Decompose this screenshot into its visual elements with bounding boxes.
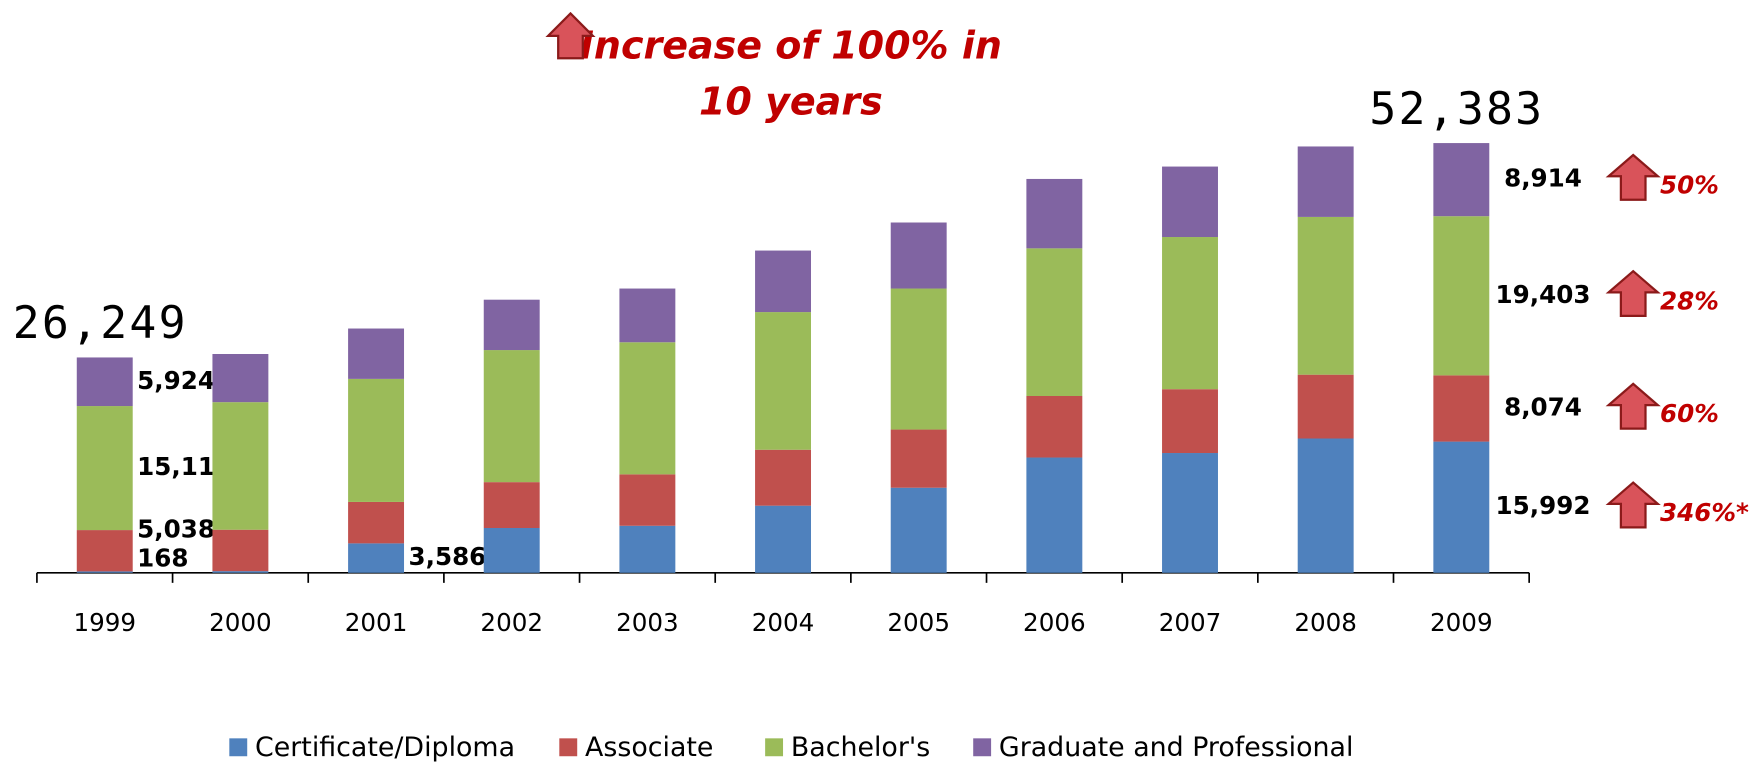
data-label: 5,924 (137, 366, 215, 395)
bar-segment (348, 328, 405, 379)
x-tick-label: 2005 (887, 608, 950, 637)
data-label: 8,074 (1504, 392, 1582, 421)
data-label: 168 (137, 543, 188, 572)
bar-segment (483, 299, 540, 351)
change-label: 50% (1660, 170, 1719, 199)
x-tick-label: 2000 (209, 608, 272, 637)
bar-segment (212, 529, 269, 572)
legend-swatch (973, 738, 992, 757)
legend-swatch (559, 738, 578, 757)
x-tick-label: 2001 (345, 608, 408, 637)
change-arrow-icon (1605, 269, 1661, 318)
bar-segment (1026, 178, 1083, 249)
bar-segment (619, 474, 676, 526)
data-label: 15,992 (1496, 491, 1591, 520)
bar-segment (755, 312, 812, 450)
x-tick-label: 2008 (1294, 608, 1357, 637)
bar-segment (348, 501, 405, 544)
total-label: 52,383 (1369, 82, 1544, 135)
bar-segment (755, 250, 812, 313)
bar-segment (890, 429, 947, 488)
bar-segment (76, 406, 133, 531)
change-label: 28% (1660, 286, 1719, 315)
bar-segment (1297, 374, 1354, 439)
bar-segment (1026, 457, 1083, 573)
data-label: 3,586 (409, 542, 487, 571)
bar-segment (619, 288, 676, 343)
bar-segment (1162, 166, 1218, 238)
legend-label: Associate (585, 732, 713, 763)
bar-segment (1433, 216, 1490, 376)
bar-segment (76, 357, 133, 407)
x-tick-label: 2002 (480, 608, 543, 637)
bar-segment (1433, 143, 1490, 217)
bar-segment (76, 530, 133, 572)
bar-segment (1433, 375, 1490, 442)
change-arrow-icon (1605, 153, 1661, 201)
chart-title: 10 years (699, 80, 883, 124)
bar-segment (76, 571, 133, 573)
bar-segment (483, 482, 540, 528)
bar-segment (890, 487, 947, 573)
change-arrow-icon (1605, 382, 1661, 430)
bar-segment (890, 288, 947, 430)
legend-swatch (229, 738, 248, 757)
bar-segment (348, 378, 405, 502)
data-label: 19,403 (1496, 280, 1591, 309)
change-label: 60% (1660, 399, 1719, 428)
bar-segment (212, 571, 269, 573)
x-tick-label: 1999 (73, 608, 136, 637)
bar-segment (212, 402, 269, 530)
bar-segment (348, 543, 405, 573)
bar-segment (212, 354, 269, 403)
bar-segment (1162, 453, 1218, 573)
bar-segment (1026, 396, 1083, 458)
legend-label: Certificate/Diploma (255, 732, 515, 763)
x-tick-label: 2003 (616, 608, 679, 637)
bar-segment (1026, 248, 1083, 397)
data-label: 8,914 (1504, 164, 1582, 193)
bar-segment (1297, 216, 1354, 375)
x-tick-label: 2004 (752, 608, 815, 637)
bar-segment (890, 222, 947, 289)
total-label: 26,249 (13, 296, 188, 349)
bar-segment (1433, 441, 1490, 573)
bar-segment (1297, 438, 1354, 573)
bar-segment (755, 449, 812, 506)
x-tick-label: 2007 (1159, 608, 1222, 637)
bar-segment (755, 505, 812, 573)
up-arrow-icon (545, 11, 596, 60)
x-tick-label: 2006 (1023, 608, 1086, 637)
x-tick-label: 2009 (1430, 608, 1493, 637)
change-label: 346%* (1660, 498, 1749, 527)
chart-title: Increase of 100% in (580, 24, 1002, 68)
legend-label: Graduate and Professional (999, 732, 1354, 763)
legend-label: Bachelor's (791, 732, 930, 763)
bar-segment (483, 350, 540, 483)
bar-segment (1162, 389, 1218, 454)
bar-segment (1162, 237, 1218, 390)
legend-swatch (765, 738, 784, 757)
bar-segment (619, 342, 676, 475)
bar-segment (1297, 146, 1354, 217)
data-label: 5,038 (137, 514, 215, 543)
change-arrow-icon (1605, 481, 1661, 529)
bar-segment (619, 525, 676, 573)
bar-segment (483, 527, 540, 573)
